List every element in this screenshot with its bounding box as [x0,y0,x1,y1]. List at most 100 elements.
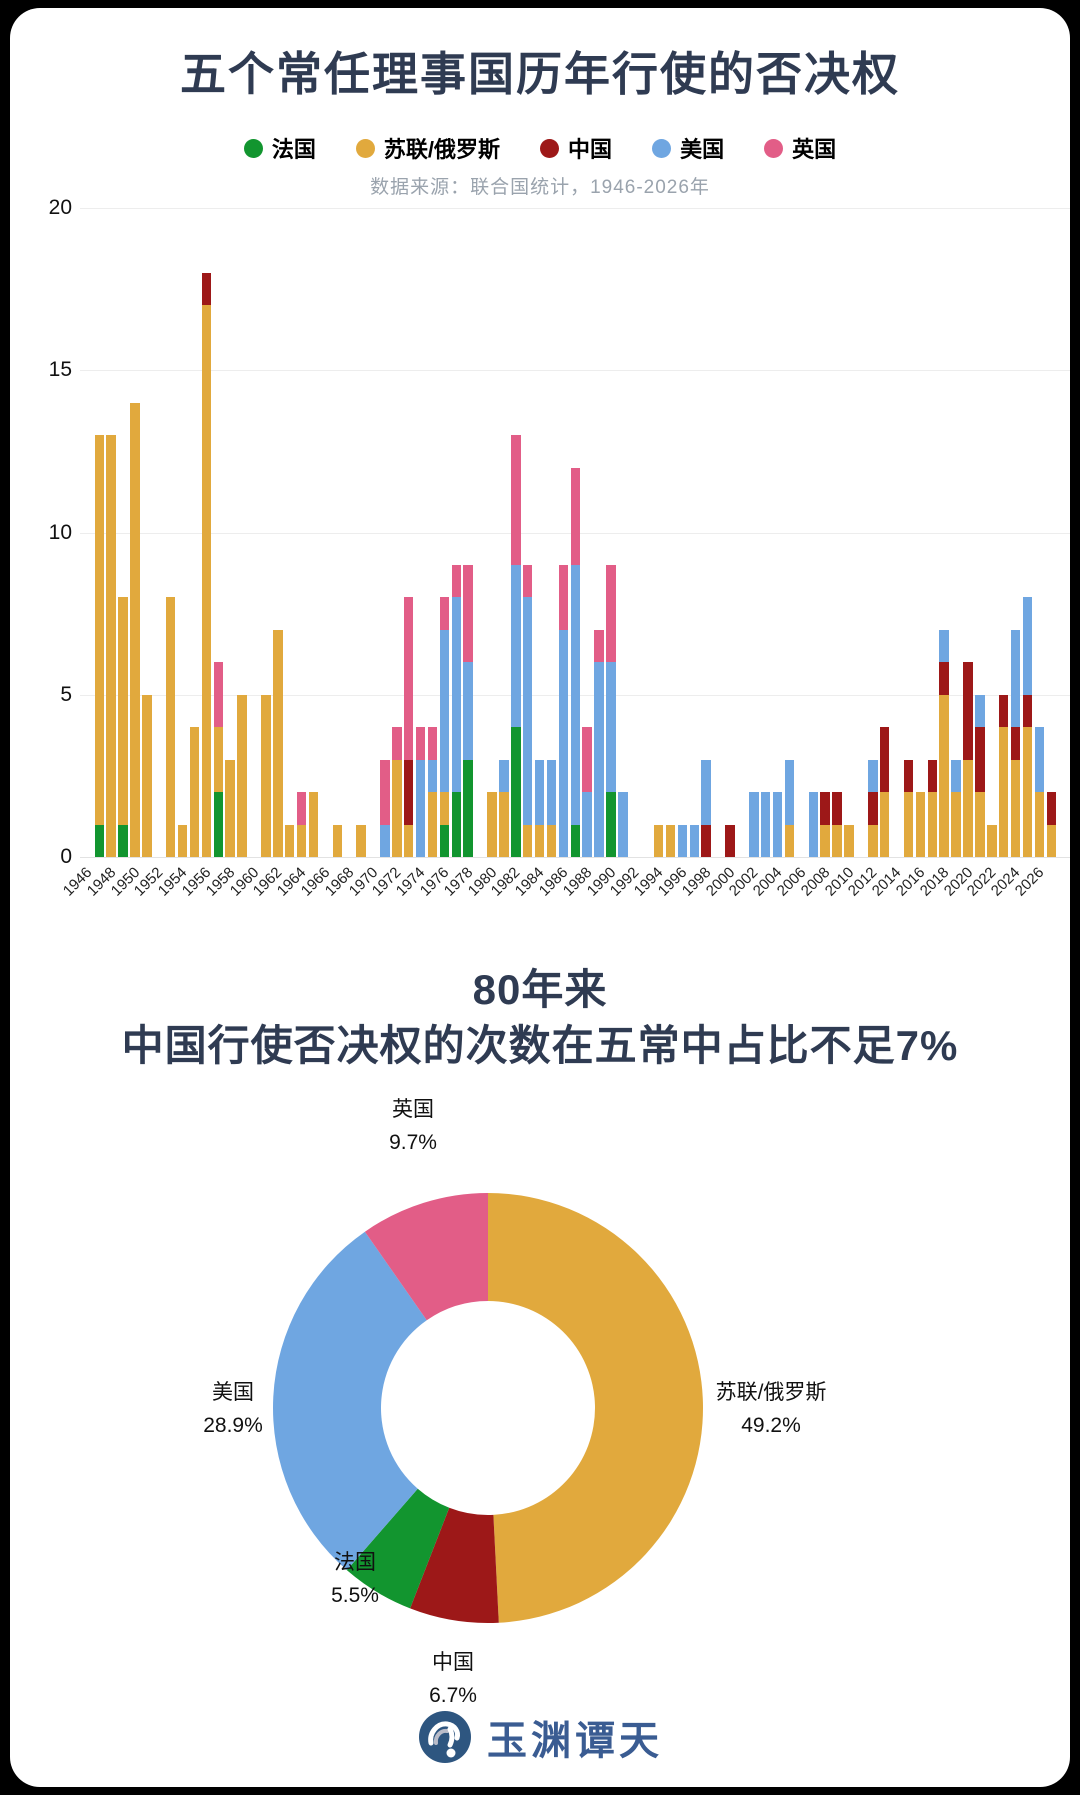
bar-segment-1974 [427,759,438,793]
bar-segment-1972 [403,824,414,857]
bar-segment-1956 [213,727,224,793]
bar-segment-1961 [273,629,283,857]
bar-segment-1989 [606,564,616,663]
bar-segment-1977 [463,759,473,857]
bar-segment-2009 [844,824,854,857]
bar-segment-2020 [975,694,985,728]
bar-segment-1974 [427,792,438,857]
donut-segment-2 [346,1488,450,1609]
bar-segment-1972 [403,597,414,760]
bar-segment-2017 [939,662,949,695]
bar-segment-1972 [403,759,414,825]
legend-item-0: 法国 [243,132,316,164]
bar-segment-1957 [225,759,235,857]
bar-segment-1999 [725,824,735,857]
bar-segment-2026 [1046,792,1057,825]
bar-segment-1962 [284,824,295,857]
bar-segment-2003 [772,792,783,857]
bar-segment-2017 [939,694,949,857]
bar-segment-1953 [177,824,188,857]
bar-segment-2021 [987,824,997,857]
bar-chart-legend: 法国 苏联/俄罗斯 中国 美国 英国 [10,132,1070,164]
bar-segment-1963 [296,824,307,857]
bar-segment-2015 [915,792,926,857]
legend-item-3: 美国 [652,132,724,164]
bar-segment-1989 [606,662,616,793]
bar-segment-1984 [546,824,557,857]
bar-segment-2001 [749,792,759,857]
logo-text: 玉渊谭天 [487,1719,663,1763]
bar-segment-2024 [1022,597,1033,695]
donut-label-percent: 6.7% [429,1684,477,1707]
bar-segment-2002 [760,792,771,857]
donut-label-name: 苏联/俄罗斯 [715,1381,827,1404]
bar-segment-1975 [439,792,450,825]
bar-segment-1988 [594,662,604,857]
bar-segment-1947 [106,435,116,857]
bar-segment-2012 [879,727,890,793]
legend-label: 苏联/俄罗斯 [383,137,501,162]
bar-segment-1975 [439,597,450,630]
donut-label-2: 法国 5.5% [295,1546,415,1612]
donut-chart-title-line2: 中国行使否决权的次数在五常中占比不足7% [121,1022,959,1069]
legend-swatch-icon [355,138,375,158]
bar-segment-2020 [975,792,985,857]
bar-segment-1994 [665,824,676,857]
bar-segment-2016 [927,759,938,793]
donut-label-percent: 28.9% [203,1414,263,1437]
donut-label-percent: 5.5% [331,1584,379,1607]
bar-segment-1985 [558,629,569,857]
gridline-y-0 [80,857,1070,858]
bar-segment-1987 [582,727,592,793]
bar-segment-1982 [522,824,533,857]
bar-segment-2008 [832,824,842,857]
donut-label-name: 法国 [334,1551,376,1574]
bar-segment-2022 [998,727,1009,857]
bar-chart-title: 五个常任理事国历年行使的否决权 [180,48,900,100]
bar-segment-2025 [1034,727,1045,793]
bar-segment-1975 [439,824,450,857]
bar-segment-2008 [832,792,842,825]
bar-segment-2020 [975,727,985,793]
bar-segment-1986 [570,467,581,565]
donut-chart-title-line1: 80年来 [472,966,608,1013]
bar-segment-2014 [903,792,914,857]
bar-segment-1956 [213,662,224,728]
bar-segment-1948 [118,597,128,825]
bar-segment-1964 [308,792,319,857]
bar-segment-1981 [511,564,521,728]
bar-segment-1980 [499,759,509,793]
bar-segment-1968 [356,824,366,857]
logo-icon [419,1711,471,1763]
bar-segment-2026 [1046,824,1057,857]
bar-segment-1983 [534,824,545,857]
bar-segment-1948 [118,824,128,857]
bar-segment-2019 [963,662,973,760]
legend-swatch-icon [540,138,560,158]
bar-segment-1970 [380,824,390,857]
bar-segment-2024 [1022,694,1033,728]
bar-segment-1990 [618,792,628,857]
donut-label-name: 英国 [392,1098,434,1121]
bar-segment-1974 [427,727,438,760]
bar-segment-1988 [594,629,604,663]
donut-label-percent: 9.7% [389,1131,437,1154]
bar-segment-2018 [951,759,961,793]
bar-segment-2019 [963,759,973,857]
bar-segment-1949 [130,402,140,857]
y-axis-tick-label: 5 [60,682,72,706]
bar-segment-1952 [165,597,176,857]
bar-segment-1946 [94,824,105,857]
donut-label-3: 美国 28.9% [168,1376,298,1442]
y-axis-tick-label: 0 [60,845,72,868]
bar-segment-1976 [451,564,462,598]
legend-item-4: 英国 [764,132,836,164]
donut-segment-3 [273,1231,427,1571]
bar-segment-1981 [511,435,521,565]
bar-segment-1987 [582,792,592,857]
bar-segment-1966 [332,824,343,857]
bar-segment-1973 [415,727,426,760]
y-axis-tick-label: 15 [48,358,72,382]
legend-swatch-icon [764,138,784,158]
